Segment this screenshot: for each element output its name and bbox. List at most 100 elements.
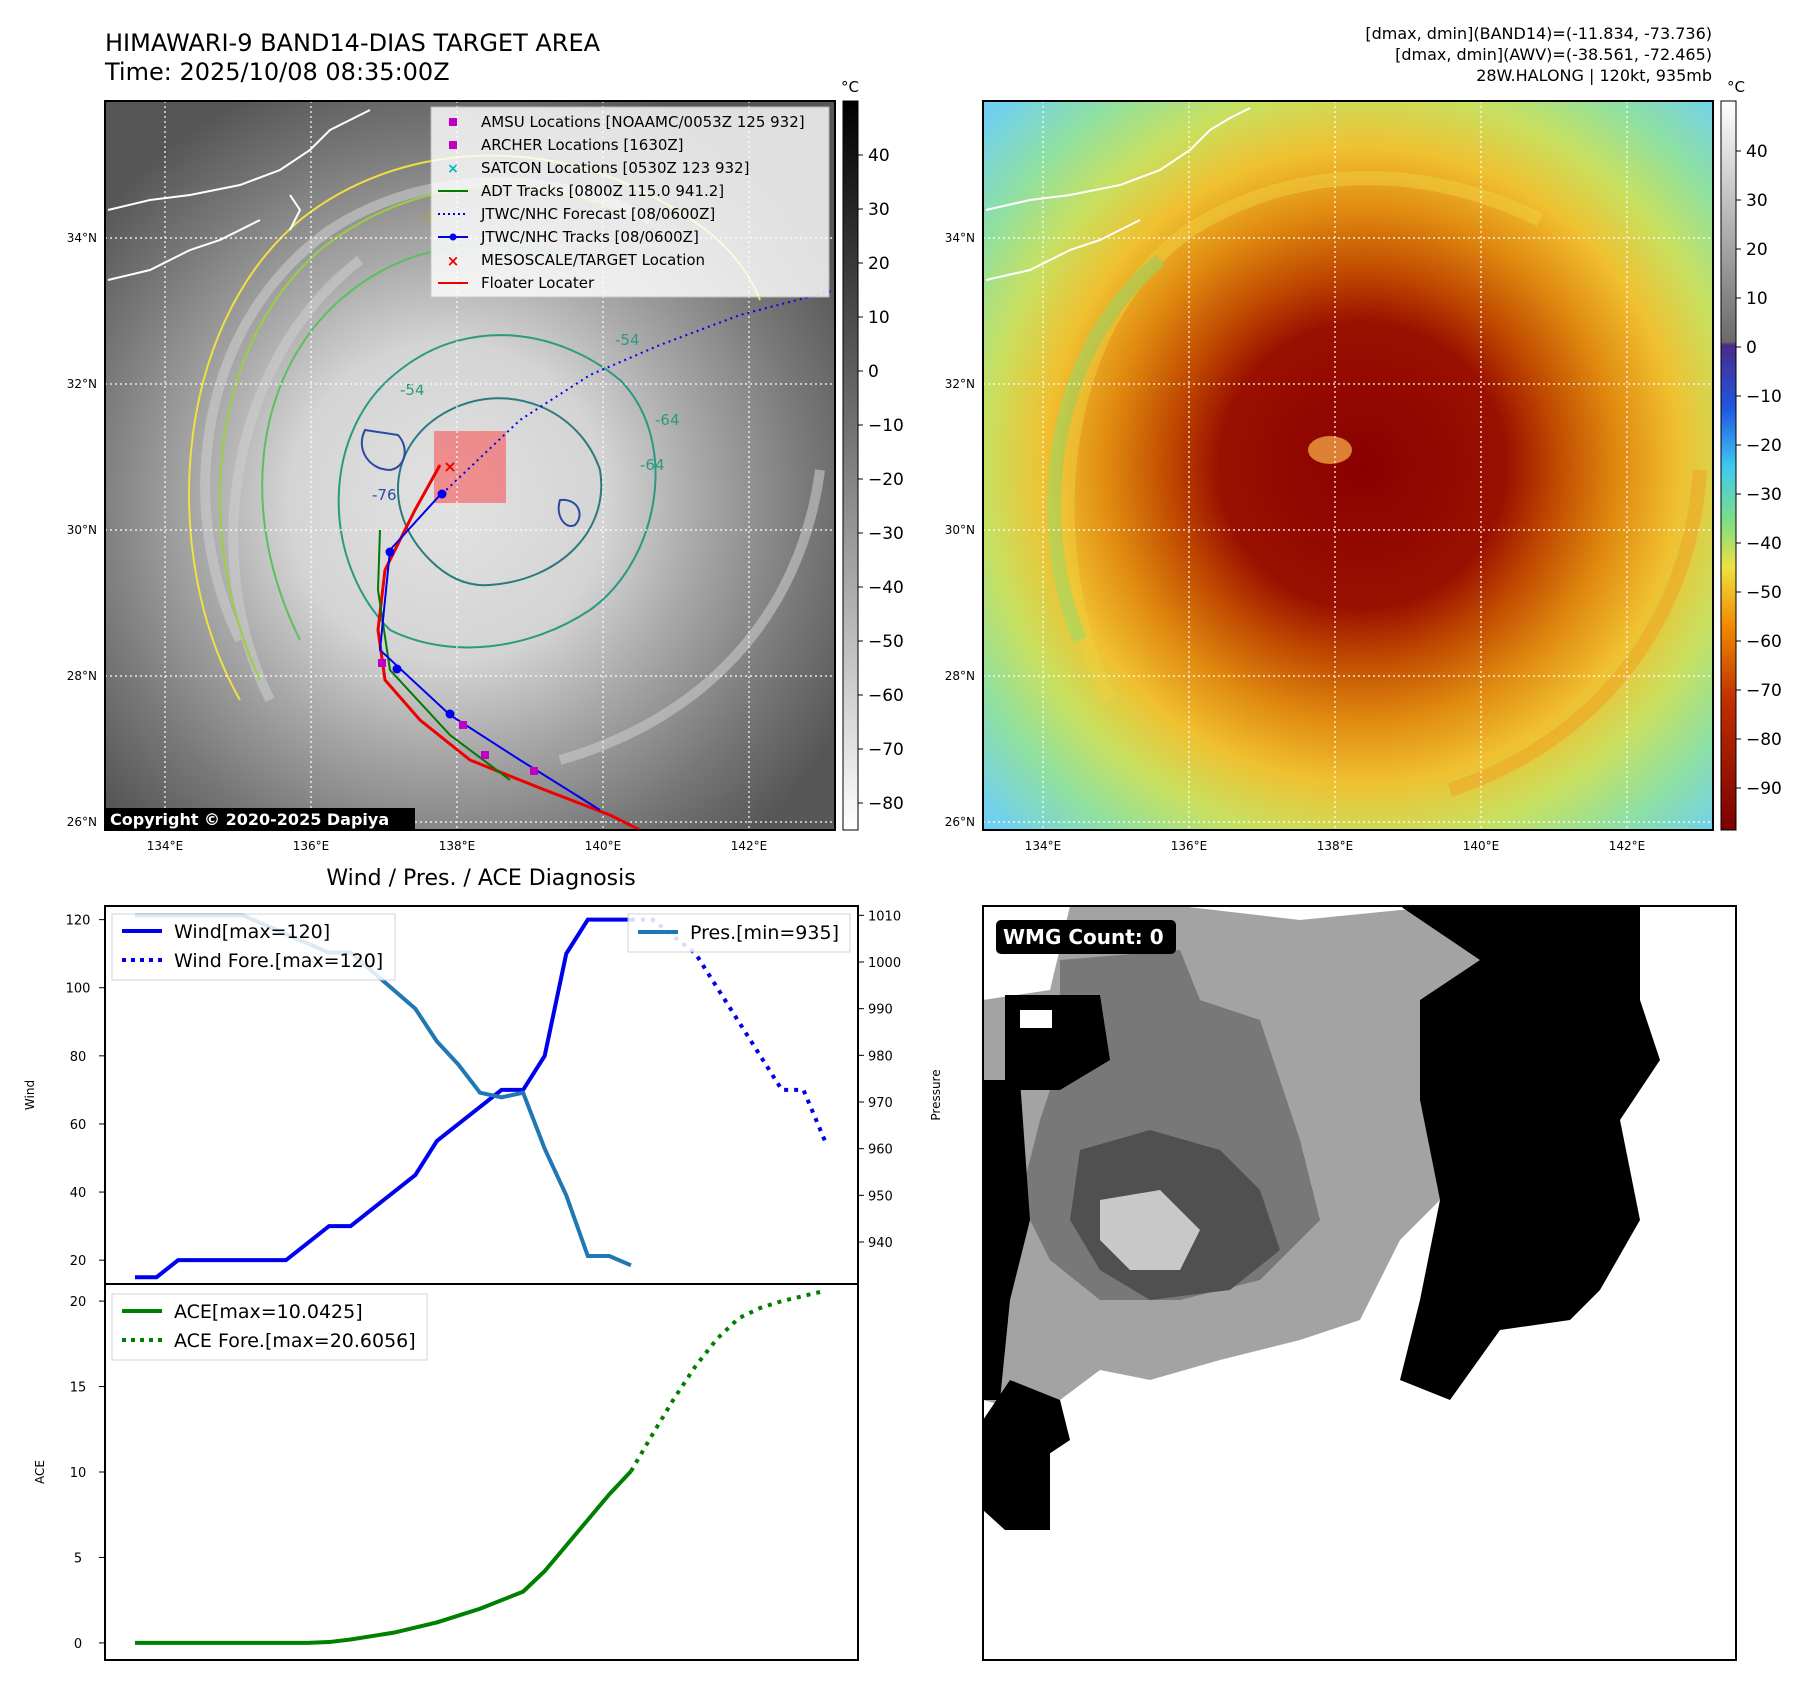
lat-tick: 26°N — [67, 815, 97, 829]
wmg-region-light — [1100, 1190, 1200, 1270]
ace-ytick-label: 0 — [74, 1637, 82, 1652]
colorbar-tick-label: −20 — [1746, 436, 1782, 456]
colorbar-tick-label: −40 — [1746, 534, 1782, 554]
series-ace-forecast-line — [629, 1288, 826, 1473]
colorbar-tick-label: −10 — [1746, 387, 1782, 407]
copyright: Copyright © 2020-2025 Dapiya — [110, 810, 389, 829]
copyright-box — [105, 808, 415, 830]
lon-tick: 138°E — [439, 839, 476, 853]
colorbar-tick-label: 20 — [1746, 240, 1768, 260]
colorbar-tick-label: −70 — [1746, 681, 1782, 701]
target-box — [434, 431, 506, 503]
wmg-region-dark-east — [1400, 906, 1660, 1400]
pres-legend: Pres.[min=935] — [627, 913, 851, 953]
legend-target: MESOSCALE/TARGET Location — [481, 251, 705, 269]
colorbar-tick-label: −50 — [1746, 583, 1782, 603]
coastline — [107, 109, 371, 281]
lat-tick: 28°N — [945, 669, 975, 683]
pres-ytick-label: 980 — [868, 1049, 893, 1064]
legend-forecast: JTWC/NHC Forecast [08/0600Z] — [480, 205, 715, 223]
color-map-frame — [982, 100, 1714, 831]
colorbar-tick-label: −10 — [868, 416, 904, 436]
wmg-region-white — [1020, 1010, 1052, 1028]
colorbar-tick-label: −30 — [1746, 485, 1782, 505]
lat-tick: 34°N — [945, 231, 975, 245]
legend-archer: ARCHER Locations [1630Z] — [481, 136, 684, 154]
legend-tracks: JTWC/NHC Tracks [08/0600Z] — [480, 228, 699, 246]
wmg-region-white-south — [1250, 1440, 1450, 1560]
colorbar-tick-label: −20 — [868, 470, 904, 490]
colorbar-tick-label: 10 — [868, 308, 890, 328]
ace-ytick-label: 15 — [70, 1381, 87, 1396]
legend-ace: ACE[max=10.0425] — [174, 1301, 363, 1323]
colorbar-tick-label: 0 — [1746, 338, 1757, 358]
wind-legend: Wind[max=120] Wind Fore.[max=120] — [111, 913, 396, 981]
wmg-count: WMG Count: 0 — [1003, 925, 1164, 949]
colorbar-tick-label: −50 — [868, 632, 904, 652]
colorbar-tick-label: 30 — [1746, 191, 1768, 211]
wmg-count-box — [996, 920, 1176, 954]
colorbar-tick-label: −80 — [868, 794, 904, 814]
figure-time: Time: 2025/10/08 08:35:00Z — [104, 58, 450, 86]
wmg-frame — [982, 905, 1737, 1661]
pres-ytick-label: 950 — [868, 1189, 893, 1204]
lon-tick: 142°E — [731, 839, 768, 853]
colorbar-right: °C 40 30 20 10 0 −10 −20 −30 −40 −50 −60 −70 −80 −90 — [1720, 78, 1782, 831]
colorbar-tick-label: −60 — [1746, 632, 1782, 652]
figure-title: HIMAWARI-9 BAND14-DIAS TARGET AREA — [105, 29, 601, 57]
wind-ytick-label: 120 — [66, 914, 91, 929]
legend-amsu-marker — [449, 118, 457, 126]
colorbar-tick-label: 30 — [868, 200, 890, 220]
colorbar-tick-label: 0 — [868, 362, 879, 382]
lon-tick: 142°E — [1609, 839, 1646, 853]
legend-wind-fore: Wind Fore.[max=120] — [174, 950, 383, 972]
pres-ytick-label: 970 — [868, 1096, 893, 1111]
ace-legend: ACE[max=10.0425] ACE Fore.[max=20.6056] — [111, 1293, 428, 1361]
lon-tick: 136°E — [1171, 839, 1208, 853]
colorbar-right-unit: °C — [1727, 78, 1745, 96]
wmg-panel: WMG Count: 0 — [982, 905, 1737, 1661]
legend-ace-fore: ACE Fore.[max=20.6056] — [174, 1330, 416, 1352]
adt-track — [376, 529, 511, 781]
pres-ytick-label: 940 — [868, 1236, 893, 1251]
pressure-ylabel: Pressure — [929, 1069, 943, 1120]
ir-map-frame — [104, 100, 836, 831]
pres-ytick-label: 960 — [868, 1143, 893, 1158]
colorbar-tick-label: −60 — [868, 686, 904, 706]
stats-line-1: [dmax, dmin](BAND14)=(-11.834, -73.736) — [1365, 24, 1712, 43]
legend-adt: ADT Tracks [0800Z 115.0 941.2] — [481, 182, 724, 200]
color-imagery — [983, 101, 1713, 830]
lon-tick: 134°E — [1025, 839, 1062, 853]
colorbar-tick-label: −70 — [868, 740, 904, 760]
legend-satcon-marker: × — [447, 161, 459, 177]
pres-ytick-label: 990 — [868, 1003, 893, 1018]
jtwc-forecast-track — [441, 289, 835, 495]
stats-line-3: 28W.HALONG | 120kt, 935mb — [1476, 66, 1712, 85]
color-map-axis-labels: 134°E 136°E 138°E 140°E 142°E 34°N 32°N … — [945, 231, 1646, 853]
ace-ytick-label: 5 — [74, 1551, 82, 1566]
map-legend: AMSU Locations [NOAAMC/0053Z 125 932] AR… — [430, 106, 830, 298]
stats-line-2: [dmax, dmin](AWV)=(-38.561, -72.465) — [1395, 45, 1712, 64]
pres-ytick-label: 1010 — [868, 909, 901, 924]
colorbar-tick-label: −40 — [868, 578, 904, 598]
colorbar-tick-label: −90 — [1746, 779, 1782, 799]
svg-text:-54: -54 — [400, 381, 425, 399]
wind-ytick-label: 100 — [66, 982, 91, 997]
lon-tick: 138°E — [1317, 839, 1354, 853]
legend-pres: Pres.[min=935] — [690, 922, 839, 944]
lon-tick: 136°E — [293, 839, 330, 853]
archer-points — [378, 659, 538, 775]
color-map — [983, 101, 1713, 830]
ir-map-axis-labels: 134°E 136°E 138°E 140°E 142°E 34°N 32°N … — [67, 231, 768, 853]
ace-ylabel: ACE — [33, 1460, 47, 1484]
legend-wind: Wind[max=120] — [174, 921, 330, 943]
colorbar-tick-label: −30 — [868, 524, 904, 544]
colorbar-tick-label: 10 — [1746, 289, 1768, 309]
legend-satcon: SATCON Locations [0530Z 123 932] — [481, 159, 749, 177]
wind-ylabel: Wind — [23, 1080, 37, 1110]
series-wind-line — [135, 917, 631, 1280]
wind-ytick-label: 80 — [70, 1050, 87, 1065]
lat-tick: 34°N — [67, 231, 97, 245]
legend-floater: Floater Locater — [481, 274, 595, 292]
